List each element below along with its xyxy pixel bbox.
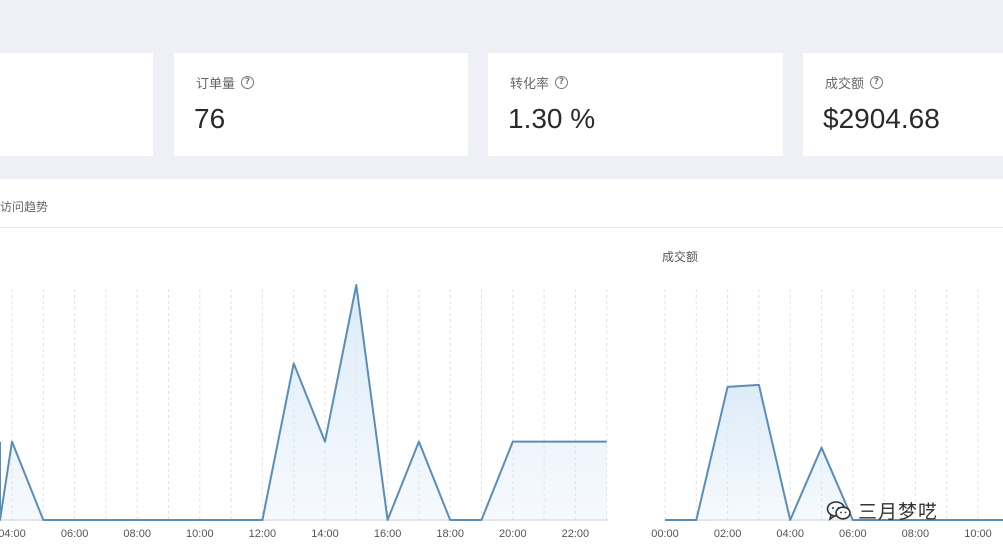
- x-tick-label: 06:00: [839, 528, 867, 540]
- question-circle-icon[interactable]: ?: [870, 76, 884, 89]
- stat-card-label: 转化率: [510, 76, 550, 91]
- stat-card-conversion: 转化率 ? 1.30 %: [488, 53, 783, 156]
- wechat-logo-icon: [826, 500, 851, 521]
- stat-card-value: 1.30 %: [508, 103, 596, 134]
- stat-card-revenue: 成交额 ? $2904.68: [803, 53, 1003, 156]
- x-tick-label: 16:00: [374, 528, 402, 540]
- stat-card-label: 成交额: [825, 76, 865, 91]
- watermark-text: 三月梦呓: [858, 502, 939, 523]
- x-tick-label: 14:00: [311, 528, 339, 540]
- stat-card-orders: 订单量 ? 76: [174, 53, 468, 156]
- visits-trend-chart: 04:00 06:00 08:00 10:00 12:00 14:00 16:00 18:00…: [0, 284, 608, 540]
- question-circle-icon[interactable]: ?: [555, 76, 569, 89]
- series-area: [665, 384, 1003, 520]
- x-tick-label: 18:00: [436, 528, 464, 540]
- x-tick-label: 10:00: [964, 528, 992, 540]
- watermark: 三月梦呓: [826, 497, 938, 524]
- x-tick-label: 12:00: [249, 528, 277, 540]
- x-tick-label: 04:00: [0, 528, 26, 540]
- series-line: [0, 284, 607, 521]
- revenue-chart-title: 成交额: [662, 250, 699, 264]
- stat-card-label: 订单量: [196, 76, 236, 91]
- panel-divider: [0, 227, 1003, 228]
- stat-card-visitors: [0, 53, 153, 156]
- x-tick-label: 08:00: [902, 528, 930, 540]
- x-tick-label: 02:00: [714, 528, 742, 540]
- revenue-trend-chart: 00:00 02:00 04:00 06:00 08:00 10:00: [651, 289, 1003, 540]
- trend-panel: 访问趋势 成交额 04:00 06:00 08:00 10:00 12:00 14:00 1…: [0, 179, 1003, 556]
- x-tick-label: 04:00: [776, 528, 804, 540]
- series-line: [665, 383, 1003, 521]
- x-tick-label: 08:00: [123, 528, 151, 540]
- x-tick-label: 10:00: [186, 528, 214, 540]
- question-circle-icon[interactable]: ?: [241, 76, 255, 89]
- x-tick-label: 00:00: [651, 528, 679, 540]
- panel-title: 访问趋势: [0, 200, 49, 214]
- stat-card-value: 76: [194, 103, 226, 134]
- stat-card-value: $2904.68: [823, 103, 940, 134]
- series-area: [0, 285, 607, 520]
- x-tick-label: 22:00: [562, 528, 590, 540]
- x-tick-label: 20:00: [499, 528, 527, 540]
- x-tick-label: 06:00: [61, 528, 89, 540]
